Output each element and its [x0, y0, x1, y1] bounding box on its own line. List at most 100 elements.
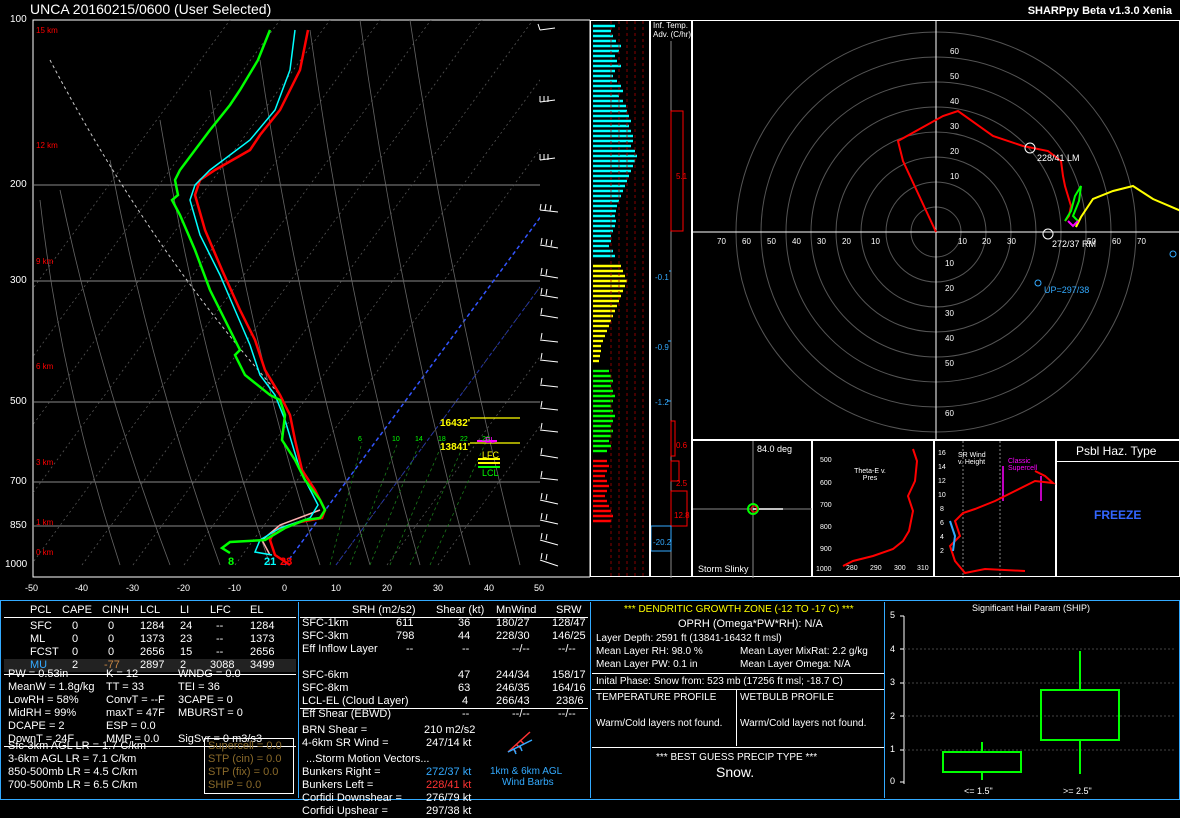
ship-title: Significant Hail Param (SHIP): [972, 603, 1091, 613]
kinematics-row: Eff Shear (EBWD) -- --/-- --/--: [302, 708, 576, 720]
kinematics-row: SFC-8km 63 246/35 164/16: [302, 682, 586, 694]
dgz-title: *** DENDRITIC GROWTH ZONE (-12 TO -17 C)…: [624, 604, 854, 615]
parcel-row[interactable]: FCST 0 0 2656 15 -- 2656: [30, 646, 275, 658]
hodo-ring-label: 20: [945, 284, 954, 293]
indices-col1: PW = 0.53in MeanW = 1.8g/kg LowRH = 58% …: [8, 668, 95, 745]
ship-y-tick: 2: [890, 711, 896, 721]
parcel-table: PCL CAPE CINH LCL LI LFC EL SFC 0 0 1284…: [4, 604, 296, 677]
inf-temp-subtitle: Adv. (C/hr): [653, 30, 692, 39]
col-header: LCL: [140, 604, 161, 616]
temp-label: 50: [534, 583, 545, 593]
wetbulb-profile-note: Warm/Cold layers not found.: [740, 718, 867, 729]
precip-type-value: Snow.: [716, 764, 755, 780]
wetbulb-trace: [189, 29, 319, 556]
temp-label: 10: [331, 583, 342, 593]
hodo-ring-label: 40: [945, 334, 954, 343]
sfc-wetbulb-readout: 21: [264, 556, 277, 568]
hazard-type: FREEZE: [1094, 508, 1142, 522]
theta-y-label: 500: [820, 457, 832, 464]
srw-y-label: 12: [938, 478, 946, 485]
theta-e-panel: [812, 440, 934, 577]
mixing-ratio-label: 26: [482, 436, 490, 443]
ship-y-tick: 0: [890, 776, 896, 786]
lapse-rates: Sfc-3km AGL LR = 1.7 C/km 3-6km AGL LR =…: [8, 740, 147, 791]
hodo-ring-label: 10: [945, 259, 954, 268]
wetbulb-profile-title: WETBULB PROFILE: [740, 692, 834, 703]
sr-wind-panel: [934, 440, 1057, 578]
inf-temp-value: 12.8: [674, 511, 690, 520]
height-label: 0 km: [36, 548, 54, 557]
theta-x-label: 300: [894, 565, 906, 572]
theta-y-label: 600: [820, 480, 832, 487]
upshear-label: UP=297/38: [1044, 285, 1090, 295]
left-mover-label: 228/41 LM: [1037, 153, 1080, 163]
hodo-ring-label: 50: [1087, 237, 1096, 246]
inf-temp-value: -20.2: [653, 538, 672, 547]
hodo-ring-label: 60: [950, 47, 959, 56]
temp-label: -50: [25, 583, 39, 593]
kinematics-row: SFC-1km 611 36 180/27 128/47: [302, 617, 586, 629]
dewpoint-trace: [170, 29, 327, 555]
kinematics-row: SFC-3km 798 44 228/30 146/25: [302, 630, 586, 642]
severe-indices: Supercell = 0.0 STP (cin) = 0.0 STP (fix…: [208, 740, 282, 791]
theta-y-label: 800: [820, 524, 832, 531]
inf-temp-value: 2.5: [676, 479, 688, 488]
initial-phase: Inital Phase: Snow from: 523 mb (17256 f…: [596, 676, 843, 687]
app-title: SHARPpy Beta v1.3.0 Xenia: [1027, 5, 1172, 17]
dgz-depth: Layer Depth: 2591 ft (13841-16432 ft msl…: [596, 633, 782, 644]
height-label: 9 km: [36, 257, 54, 266]
pressure-label: 850: [10, 520, 27, 531]
hodo-ring-label: 10: [958, 237, 967, 246]
parcel-row-selected[interactable]: MU 2 -77 2897 2 3088 3499: [4, 659, 296, 672]
col-header: LFC: [210, 604, 231, 616]
inferred-temp-advection-panel: [650, 20, 692, 578]
pressure-label: 500: [10, 396, 27, 407]
sfc-dewpoint-readout: 8: [228, 556, 235, 568]
hodo-ring-label: 30: [817, 237, 826, 246]
mixing-ratio-label: 18: [438, 436, 446, 443]
mixing-ratio-label: 14: [415, 436, 423, 443]
barb-legend-1: 1km & 6km AGL: [490, 766, 563, 777]
ship-y-tick: 4: [890, 644, 896, 654]
hodo-ring-label: 30: [950, 122, 959, 131]
hodograph-trace: [896, 109, 1073, 233]
theta-e-trace: [842, 448, 919, 567]
hodo-ring-label: 60: [742, 237, 751, 246]
srw-y-label: 6: [940, 520, 944, 527]
hodo-ring-label: 10: [871, 237, 880, 246]
dgz-bottom-label: 13841': [440, 442, 471, 453]
hodo-ring-label: 30: [945, 309, 954, 318]
hodo-ring-label: 40: [792, 237, 801, 246]
indices-col2: K = 12 TT = 33 ConvT = --F maxT = 47F ES…: [106, 668, 165, 745]
rh-profile-panel: [590, 20, 650, 578]
col-header: CINH: [102, 604, 129, 616]
ship-y-tick: 5: [890, 610, 896, 620]
parcel-row[interactable]: ML 0 0 1373 23 -- 1373: [30, 633, 275, 645]
inf-temp-value: -1.2: [655, 398, 669, 407]
hodo-ring-label: 20: [950, 147, 959, 156]
lcl-label: LCL: [482, 468, 499, 478]
srw-y-label: 14: [938, 464, 946, 471]
dgz-rh: Mean Layer RH: 98.0 %: [596, 646, 703, 657]
col-header: CAPE: [62, 604, 92, 616]
temperature-profile-note: Warm/Cold layers not found.: [596, 718, 723, 729]
theta-x-label: 310: [917, 565, 929, 572]
hodograph-panel[interactable]: [692, 20, 1180, 440]
srw-y-label: 10: [938, 492, 946, 499]
mixing-ratio-label: 10: [392, 436, 400, 443]
parcel-row[interactable]: SFC 0 0 1284 24 -- 1284: [30, 620, 275, 632]
ship-x-label: >= 2.5": [1063, 786, 1092, 796]
ship-x-label: <= 1.5": [964, 786, 993, 796]
height-label: 3 km: [36, 458, 54, 467]
temp-label: 30: [433, 583, 444, 593]
sounding-title: UNCA 20160215/0600 (User Selected): [30, 1, 272, 17]
mixing-ratio-label: 6: [358, 436, 362, 443]
lfc-label: LFC: [482, 450, 500, 460]
slinky-label: Storm Slinky: [698, 564, 749, 574]
kinematics-row: LCL-EL (Cloud Layer) 4 266/43 238/6: [302, 695, 584, 707]
pressure-label: 300: [10, 275, 27, 286]
el-label: EL: [485, 436, 495, 445]
inf-temp-value: 0.6: [676, 441, 688, 450]
mixing-ratio-label: 22: [460, 436, 468, 443]
skewt-panel[interactable]: [0, 0, 590, 600]
